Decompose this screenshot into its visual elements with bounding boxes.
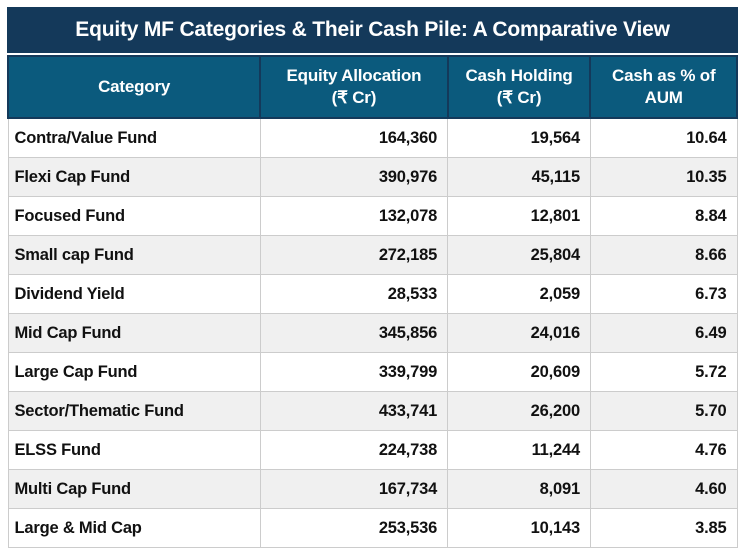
cell-equity-allocation: 224,738 — [259, 430, 449, 470]
equity-mf-table: Category Equity Allocation (₹ Cr) Cash Ho… — [6, 55, 738, 548]
cell-cash-holding: 24,016 — [447, 313, 591, 353]
cell-equity-allocation: 167,734 — [259, 469, 449, 509]
cell-cash-pct-aum: 8.66 — [589, 235, 738, 275]
cell-equity-allocation: 164,360 — [259, 117, 449, 158]
cell-cash-holding: 2,059 — [447, 274, 591, 314]
cell-category: Mid Cap Fund — [7, 313, 261, 353]
table-row: Large & Mid Cap 253,536 10,143 3.85 — [7, 508, 738, 548]
cell-cash-pct-aum: 10.64 — [589, 117, 738, 158]
cell-equity-allocation: 272,185 — [259, 235, 449, 275]
table-row: Small cap Fund 272,185 25,804 8.66 — [7, 235, 738, 275]
cell-cash-holding: 8,091 — [447, 469, 591, 509]
cell-category: Contra/Value Fund — [7, 117, 261, 158]
cell-category: Flexi Cap Fund — [7, 157, 261, 197]
cell-cash-holding: 20,609 — [447, 352, 591, 392]
table-row: ELSS Fund 224,738 11,244 4.76 — [7, 430, 738, 470]
col-header-category: Category — [6, 55, 262, 119]
cell-cash-pct-aum: 3.85 — [589, 508, 738, 548]
col-header-equity-allocation-label: Equity Allocation — [286, 66, 422, 85]
cell-cash-pct-aum: 5.70 — [589, 391, 738, 431]
cell-cash-holding: 26,200 — [447, 391, 591, 431]
col-header-cash-pct-aum: Cash as % of AUM — [589, 55, 738, 119]
cell-category: ELSS Fund — [7, 430, 261, 470]
cell-equity-allocation: 433,741 — [259, 391, 449, 431]
cell-cash-pct-aum: 5.72 — [589, 352, 738, 392]
col-header-equity-allocation: Equity Allocation (₹ Cr) — [259, 55, 449, 119]
cell-equity-allocation: 339,799 — [259, 352, 449, 392]
cell-category: Sector/Thematic Fund — [7, 391, 261, 431]
cell-cash-pct-aum: 6.49 — [589, 313, 738, 353]
table-row: Contra/Value Fund 164,360 19,564 10.64 — [7, 117, 738, 158]
table-row: Multi Cap Fund 167,734 8,091 4.60 — [7, 469, 738, 509]
cell-category: Small cap Fund — [7, 235, 261, 275]
header-row: Category Equity Allocation (₹ Cr) Cash Ho… — [6, 55, 738, 119]
table-body: Contra/Value Fund 164,360 19,564 10.64 Flexi… — [7, 117, 738, 548]
table-row: Mid Cap Fund 345,856 24,016 6.49 — [7, 313, 738, 353]
cell-category: Multi Cap Fund — [7, 469, 261, 509]
col-header-cash-holding-sublabel: (₹ Cr) — [496, 88, 542, 107]
cell-category: Large Cap Fund — [7, 352, 261, 392]
col-header-cash-pct-aum-sublabel: AUM — [644, 88, 683, 107]
cell-equity-allocation: 253,536 — [259, 508, 449, 548]
cell-cash-holding: 11,244 — [447, 430, 591, 470]
page-title: Equity MF Categories & Their Cash Pile: … — [7, 7, 738, 53]
cell-equity-allocation: 132,078 — [259, 196, 449, 236]
col-header-cash-holding: Cash Holding (₹ Cr) — [446, 55, 592, 119]
col-header-equity-allocation-sublabel: (₹ Cr) — [331, 88, 377, 107]
cell-category: Large & Mid Cap — [7, 508, 261, 548]
cell-cash-holding: 12,801 — [447, 196, 591, 236]
cell-equity-allocation: 28,533 — [259, 274, 449, 314]
cell-category: Focused Fund — [7, 196, 261, 236]
cell-cash-pct-aum: 10.35 — [589, 157, 738, 197]
table-row: Flexi Cap Fund 390,976 45,115 10.35 — [7, 157, 738, 197]
cell-category: Dividend Yield — [7, 274, 261, 314]
table-row: Dividend Yield 28,533 2,059 6.73 — [7, 274, 738, 314]
col-header-category-label: Category — [98, 77, 171, 96]
table-row: Large Cap Fund 339,799 20,609 5.72 — [7, 352, 738, 392]
cell-equity-allocation: 390,976 — [259, 157, 449, 197]
cell-equity-allocation: 345,856 — [259, 313, 449, 353]
cell-cash-pct-aum: 4.60 — [589, 469, 738, 509]
col-header-cash-holding-label: Cash Holding — [465, 66, 573, 85]
cell-cash-holding: 45,115 — [447, 157, 591, 197]
cell-cash-holding: 25,804 — [447, 235, 591, 275]
cell-cash-pct-aum: 4.76 — [589, 430, 738, 470]
table-row: Focused Fund 132,078 12,801 8.84 — [7, 196, 738, 236]
cell-cash-pct-aum: 6.73 — [589, 274, 738, 314]
col-header-cash-pct-aum-label: Cash as % of — [612, 66, 716, 85]
table-row: Sector/Thematic Fund 433,741 26,200 5.70 — [7, 391, 738, 431]
cell-cash-pct-aum: 8.84 — [589, 196, 738, 236]
cell-cash-holding: 19,564 — [447, 117, 591, 158]
